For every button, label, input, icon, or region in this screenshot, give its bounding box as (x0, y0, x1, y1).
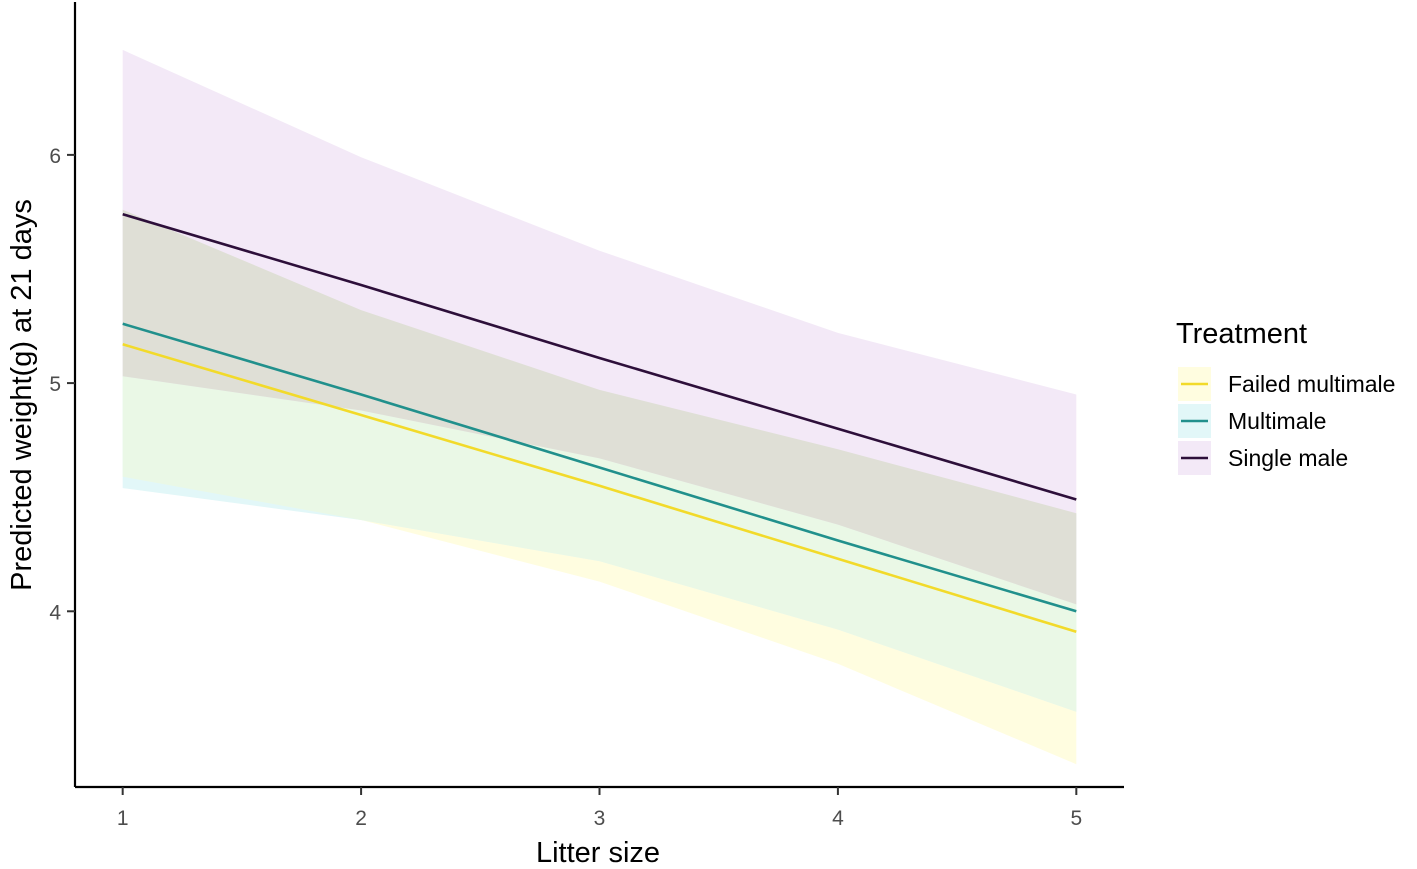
legend-label: Failed multimale (1228, 371, 1395, 397)
confidence-bands (122, 49, 1077, 765)
y-tick-label: 4 (49, 601, 61, 624)
legend: Treatment Failed multimale Multimale Singl… (1176, 318, 1395, 475)
x-tick-label: 3 (594, 807, 606, 830)
legend-label: Multimale (1228, 408, 1326, 434)
series-line-multimale (122, 322, 1077, 613)
y-tick-label: 6 (49, 145, 61, 168)
x-tick-label: 1 (117, 807, 129, 830)
series-lines (122, 212, 1077, 634)
ticks: 1 2 3 4 5 4 5 6 (49, 145, 1082, 830)
legend-label: Single male (1228, 445, 1348, 471)
series-line-single-male (122, 212, 1077, 501)
legend-title: Treatment (1176, 318, 1307, 350)
x-axis-title: Litter size (536, 837, 660, 869)
y-axis-title: Predicted weight(g) at 21 days (6, 199, 38, 591)
series-line-failed-multimale (122, 343, 1077, 634)
x-tick-label: 4 (832, 807, 844, 830)
x-tick-label: 5 (1070, 807, 1082, 830)
x-tick-label: 2 (355, 807, 367, 830)
y-tick-label: 5 (49, 373, 61, 396)
ci-band-low-overlap (122, 376, 1077, 712)
ci-band-overlap (122, 209, 1077, 605)
